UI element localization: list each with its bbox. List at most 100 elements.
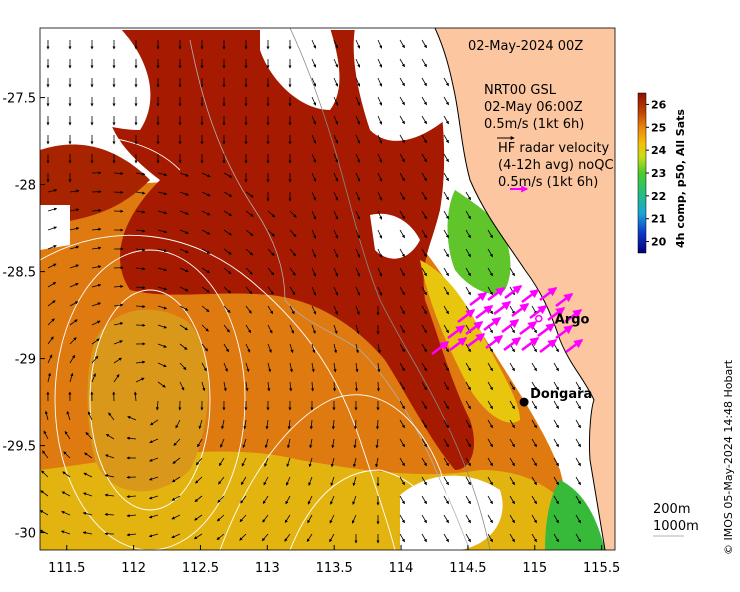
hf-radar-arrow (547, 306, 566, 322)
model-current-arrow (399, 286, 405, 296)
model-current-arrow (399, 476, 405, 486)
sst-field-yellow-coast (420, 260, 520, 423)
model-current-arrow (399, 77, 405, 87)
model-current-arrow (399, 533, 405, 543)
hf-radar-arrows (431, 284, 584, 356)
model-current-arrow (332, 381, 337, 392)
model-current-arrow (194, 495, 203, 502)
model-current-arrow (421, 381, 427, 391)
model-current-arrow (179, 343, 188, 350)
y-tick-label: -27.5 (2, 92, 36, 107)
isobath-legend-1000m: 1000m (653, 519, 699, 534)
model-current-arrow (487, 495, 493, 505)
model-current-arrow (553, 381, 559, 391)
hf-radar-arrow (529, 304, 548, 320)
model-current-arrow (44, 410, 49, 421)
model-current-arrow (421, 324, 427, 334)
model-current-arrow (104, 493, 115, 497)
model-current-arrow (309, 438, 313, 449)
model-current-arrow (171, 476, 181, 483)
model-current-arrow (47, 318, 55, 326)
model-current-arrow (311, 343, 316, 354)
model-current-arrow (333, 305, 338, 315)
model-current-arrow (443, 96, 449, 106)
model-current-arrow (91, 373, 96, 383)
model-current-arrow (267, 267, 275, 276)
hf-radar-arrow (504, 284, 523, 300)
model-current-arrow (399, 495, 405, 505)
model-current-arrow (201, 210, 211, 216)
model-current-arrow (329, 533, 335, 543)
model-current-arrow (509, 533, 515, 543)
model-current-arrow (135, 267, 146, 271)
model-current-arrow (355, 96, 361, 106)
colorbar-tick-label: 23 (651, 167, 666, 180)
model-current-arrow (133, 391, 138, 402)
model-current-arrow (421, 305, 427, 315)
model-current-arrow (421, 476, 427, 486)
model-current-arrow (91, 227, 102, 231)
model-current-arrow (531, 514, 537, 524)
model-current-arrow (173, 438, 181, 446)
y-tick-label: -30 (15, 527, 36, 542)
model-current-arrow (443, 419, 449, 429)
model-current-arrow (241, 457, 247, 467)
model-current-arrow (179, 172, 189, 177)
model-current-arrow (377, 77, 383, 87)
model-current-arrow (264, 457, 269, 467)
model-current-arrow (465, 381, 471, 391)
model-current-arrow (509, 457, 515, 467)
model-current-arrow (311, 267, 317, 277)
model-current-arrow (487, 457, 493, 467)
model-current-arrow (487, 286, 493, 296)
model-current-arrow (311, 210, 317, 220)
model-current-arrow (284, 533, 291, 542)
isobath-1000m (189, 39, 471, 550)
model-current-arrow (399, 267, 405, 277)
model-current-arrow (201, 305, 210, 312)
model-current-arrow (245, 381, 249, 392)
model-current-arrow (83, 472, 93, 478)
model-current-arrow (306, 533, 313, 543)
model-current-arrow (333, 362, 337, 373)
hf-radar-arrow (485, 334, 504, 350)
model-current-arrow (333, 39, 339, 49)
model-current-arrow (201, 381, 206, 392)
model-current-arrow (40, 510, 49, 516)
x-tick-label: 115.5 (583, 561, 620, 576)
model-current-arrow (399, 343, 405, 353)
model-current-arrow (135, 229, 146, 233)
model-label-line3: 0.5m/s (1kt 6h) (484, 117, 584, 132)
x-tick-label: 112 (121, 561, 146, 576)
model-current-arrow (531, 457, 537, 467)
model-current-arrow (157, 210, 168, 215)
model-current-arrow (198, 419, 203, 430)
model-current-arrow (375, 438, 379, 449)
model-current-arrow (465, 267, 471, 277)
model-current-arrow (355, 77, 361, 87)
model-current-arrow (399, 362, 405, 372)
model-current-arrow (465, 476, 471, 486)
model-current-arrow (47, 300, 56, 307)
model-current-arrow (157, 229, 168, 234)
model-current-arrow (113, 322, 124, 326)
model-current-arrow (217, 495, 225, 503)
plot-area (40, 28, 615, 550)
model-current-arrow (487, 419, 493, 429)
model-current-arrow (421, 77, 427, 87)
model-current-arrow (331, 438, 335, 449)
model-current-arrow (201, 248, 211, 254)
model-current-arrow (575, 495, 581, 505)
model-current-arrow (333, 286, 339, 296)
model-current-arrow (69, 372, 74, 383)
model-current-arrow (289, 267, 296, 276)
sst-field-yellow-core (87, 309, 209, 492)
model-current-arrow (69, 208, 80, 212)
dongara-label: Dongara (530, 387, 592, 402)
argo-marker (535, 314, 543, 323)
cloud-gap-north2 (260, 28, 340, 110)
model-current-arrow (245, 362, 250, 373)
model-current-arrow (41, 470, 49, 478)
model-current-arrow (289, 362, 293, 373)
